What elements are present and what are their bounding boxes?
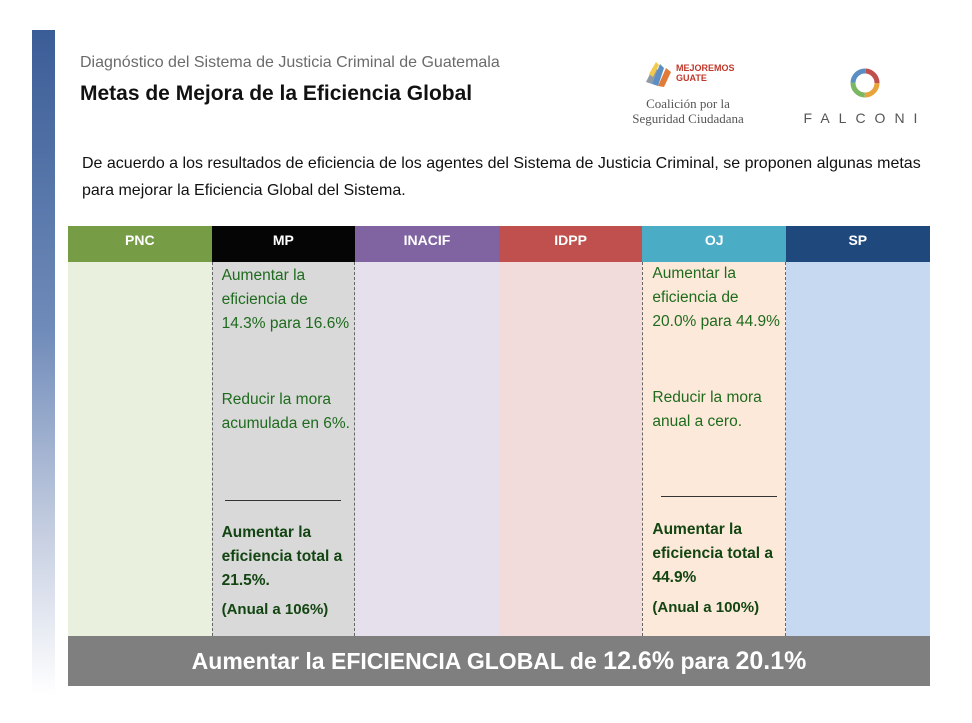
coalicion-logo-text: Coalición por la Seguridad Ciudadana: [618, 96, 758, 126]
column-header-oj: OJ: [642, 226, 786, 262]
banner-text-1: Aumentar la EFICIENCIA GLOBAL de: [191, 648, 604, 674]
column-mp: MP Aumentar la eficiencia de 14.3% para …: [211, 226, 356, 636]
oj-goal-total: Aumentar la eficiencia total a 44.9%: [652, 521, 773, 586]
coalicion-line-2: Seguridad Ciudadana: [632, 111, 744, 126]
column-header-inacif: INACIF: [355, 226, 499, 262]
oj-goal-annual: (Anual a 100%): [652, 599, 760, 616]
banner-value-from: 12.6%: [603, 647, 675, 675]
mp-goal-annual: (Anual a 106%): [221, 601, 329, 618]
global-efficiency-banner: Aumentar la EFICIENCIA GLOBAL de 12.6% p…: [68, 636, 930, 686]
column-body-oj: Aumentar la eficiencia de 20.0% para 44.…: [642, 262, 786, 636]
intro-paragraph: De acuerdo a los resultados de eficienci…: [82, 155, 921, 199]
mejoremos-logo-text: MEJOREMOS GUATE: [676, 63, 735, 83]
column-body-sp: [786, 262, 930, 636]
falconi-ring-icon: [850, 68, 880, 98]
column-inacif: INACIF: [355, 226, 499, 636]
mejoremos-guate-logo: MEJOREMOS GUATE Coalición por la Segurid…: [618, 56, 758, 136]
column-header-pnc: PNC: [68, 226, 212, 262]
column-body-mp: Aumentar la eficiencia de 14.3% para 16.…: [211, 262, 356, 636]
mp-goal-total: Aumentar la eficiencia total a 21.5%.: [221, 524, 343, 589]
column-body-inacif: [355, 262, 499, 636]
column-body-idpp: [498, 262, 643, 636]
mp-divider: [224, 500, 341, 501]
column-idpp: IDPP: [498, 226, 643, 636]
page-title: Metas de Mejora de la Eficiencia Global: [80, 82, 473, 105]
mp-goal-efficiency: Aumentar la eficiencia de 14.3% para 16.…: [221, 267, 350, 332]
oj-divider: [661, 496, 778, 497]
banner-value-to: 20.1%: [735, 647, 807, 675]
column-header-mp: MP: [211, 226, 356, 262]
agency-goals-table: PNC MP Aumentar la eficiencia de 14.3% p…: [68, 226, 930, 686]
column-header-sp: SP: [786, 226, 930, 262]
column-oj: OJ Aumentar la eficiencia de 20.0% para …: [642, 226, 786, 636]
column-pnc: PNC: [68, 226, 212, 636]
mejoremos-hand-icon: [646, 62, 671, 87]
side-accent-bar: [32, 30, 55, 695]
mp-goal-mora: Reducir la mora acumulada en 6%.: [221, 391, 350, 432]
oj-goal-efficiency: Aumentar la eficiencia de 20.0% para 44.…: [652, 265, 780, 330]
coalicion-line-1: Coalición por la: [646, 96, 730, 111]
falconi-logo: FALCONI: [800, 62, 930, 132]
column-sp: SP: [786, 226, 930, 636]
falconi-logo-text: FALCONI: [803, 110, 927, 126]
document-subtitle: Diagnóstico del Sistema de Justicia Crim…: [80, 54, 500, 71]
oj-goal-mora: Reducir la mora anual a cero.: [652, 389, 762, 430]
banner-text-2: para: [674, 648, 736, 674]
column-header-idpp: IDPP: [498, 226, 643, 262]
column-body-pnc: [68, 262, 212, 636]
